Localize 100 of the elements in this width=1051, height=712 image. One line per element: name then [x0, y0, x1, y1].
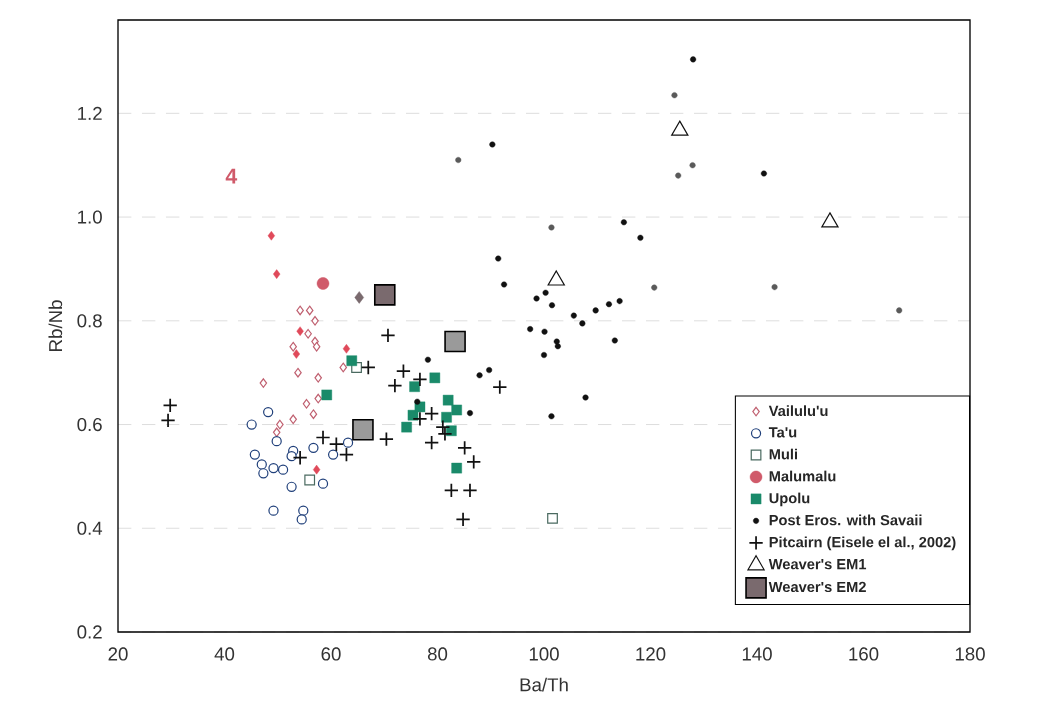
point — [414, 398, 421, 405]
point — [690, 56, 697, 63]
point — [462, 482, 478, 498]
point — [579, 320, 586, 327]
x-tick-label: 80 — [427, 647, 448, 661]
point — [338, 447, 354, 463]
y-axis-title: Rb/Nb — [48, 300, 63, 351]
point — [292, 450, 308, 466]
point — [689, 162, 696, 169]
legend-label: Weaver's EM1 — [768, 559, 867, 570]
point — [296, 305, 304, 316]
point — [455, 511, 471, 527]
point — [315, 429, 331, 446]
point — [675, 172, 682, 179]
point — [263, 406, 274, 418]
point — [286, 481, 297, 492]
point — [527, 326, 534, 333]
point — [620, 219, 627, 226]
point — [542, 289, 549, 296]
y-tick-label: 1.0 — [78, 210, 102, 224]
point — [455, 157, 462, 164]
point — [339, 362, 348, 373]
point — [437, 426, 453, 442]
point — [441, 412, 452, 423]
point — [541, 352, 547, 359]
y-tick-label: 0.6 — [77, 417, 102, 432]
point — [412, 371, 428, 387]
point — [162, 397, 178, 413]
point — [271, 435, 282, 447]
point — [582, 394, 589, 401]
point — [395, 363, 411, 379]
point — [305, 305, 314, 316]
point — [553, 338, 560, 345]
point — [249, 449, 260, 460]
point — [466, 410, 473, 417]
point — [246, 419, 257, 430]
legend-label: Post Eros. with Savaii — [769, 514, 922, 526]
point — [304, 328, 312, 339]
point — [258, 468, 269, 479]
point — [321, 389, 333, 401]
point — [298, 505, 309, 516]
point — [352, 418, 374, 441]
point — [611, 337, 618, 344]
point — [256, 459, 267, 470]
point — [495, 255, 502, 262]
point — [442, 394, 454, 406]
point — [380, 327, 396, 343]
point — [486, 367, 493, 374]
point — [354, 291, 364, 304]
point — [412, 411, 428, 427]
point — [276, 419, 284, 430]
x-tick-label: 40 — [214, 647, 235, 661]
point — [605, 301, 612, 308]
point — [547, 513, 558, 524]
point — [501, 281, 508, 288]
point — [492, 379, 508, 395]
point — [342, 437, 354, 448]
x-tick-label: 140 — [742, 647, 772, 661]
y-tick-label: 1.2 — [78, 106, 102, 120]
point — [409, 381, 420, 392]
point — [541, 328, 548, 335]
x-tick-label: 60 — [321, 647, 341, 661]
point — [896, 307, 903, 314]
point — [328, 449, 339, 460]
y-tick-label: 0.8 — [77, 314, 102, 328]
point — [592, 307, 599, 314]
point — [292, 349, 300, 359]
point — [259, 378, 268, 388]
point — [401, 421, 412, 433]
point — [277, 464, 289, 475]
point — [671, 92, 678, 99]
point — [429, 372, 441, 384]
point — [771, 284, 778, 291]
point — [268, 462, 279, 474]
point — [160, 412, 176, 428]
legend-label: Pitcairn (Eisele el al., 2002) — [769, 536, 956, 551]
point — [378, 431, 394, 447]
legend-label: Ta'u — [768, 427, 797, 438]
point — [444, 330, 466, 353]
point — [294, 367, 302, 378]
point — [548, 224, 555, 231]
point — [317, 478, 329, 489]
point — [424, 406, 440, 422]
point — [651, 284, 658, 291]
point — [466, 454, 482, 470]
point — [457, 440, 473, 456]
point — [424, 356, 431, 363]
point — [533, 295, 540, 302]
point — [304, 474, 316, 486]
x-tick-label: 20 — [108, 647, 128, 661]
point — [316, 277, 330, 290]
point — [272, 427, 281, 438]
point — [267, 231, 275, 241]
legend-label: Malumalu — [769, 470, 836, 482]
point — [273, 269, 281, 279]
point — [443, 482, 459, 498]
point — [435, 419, 451, 435]
point — [286, 451, 297, 462]
point — [342, 344, 351, 354]
point — [296, 514, 307, 525]
